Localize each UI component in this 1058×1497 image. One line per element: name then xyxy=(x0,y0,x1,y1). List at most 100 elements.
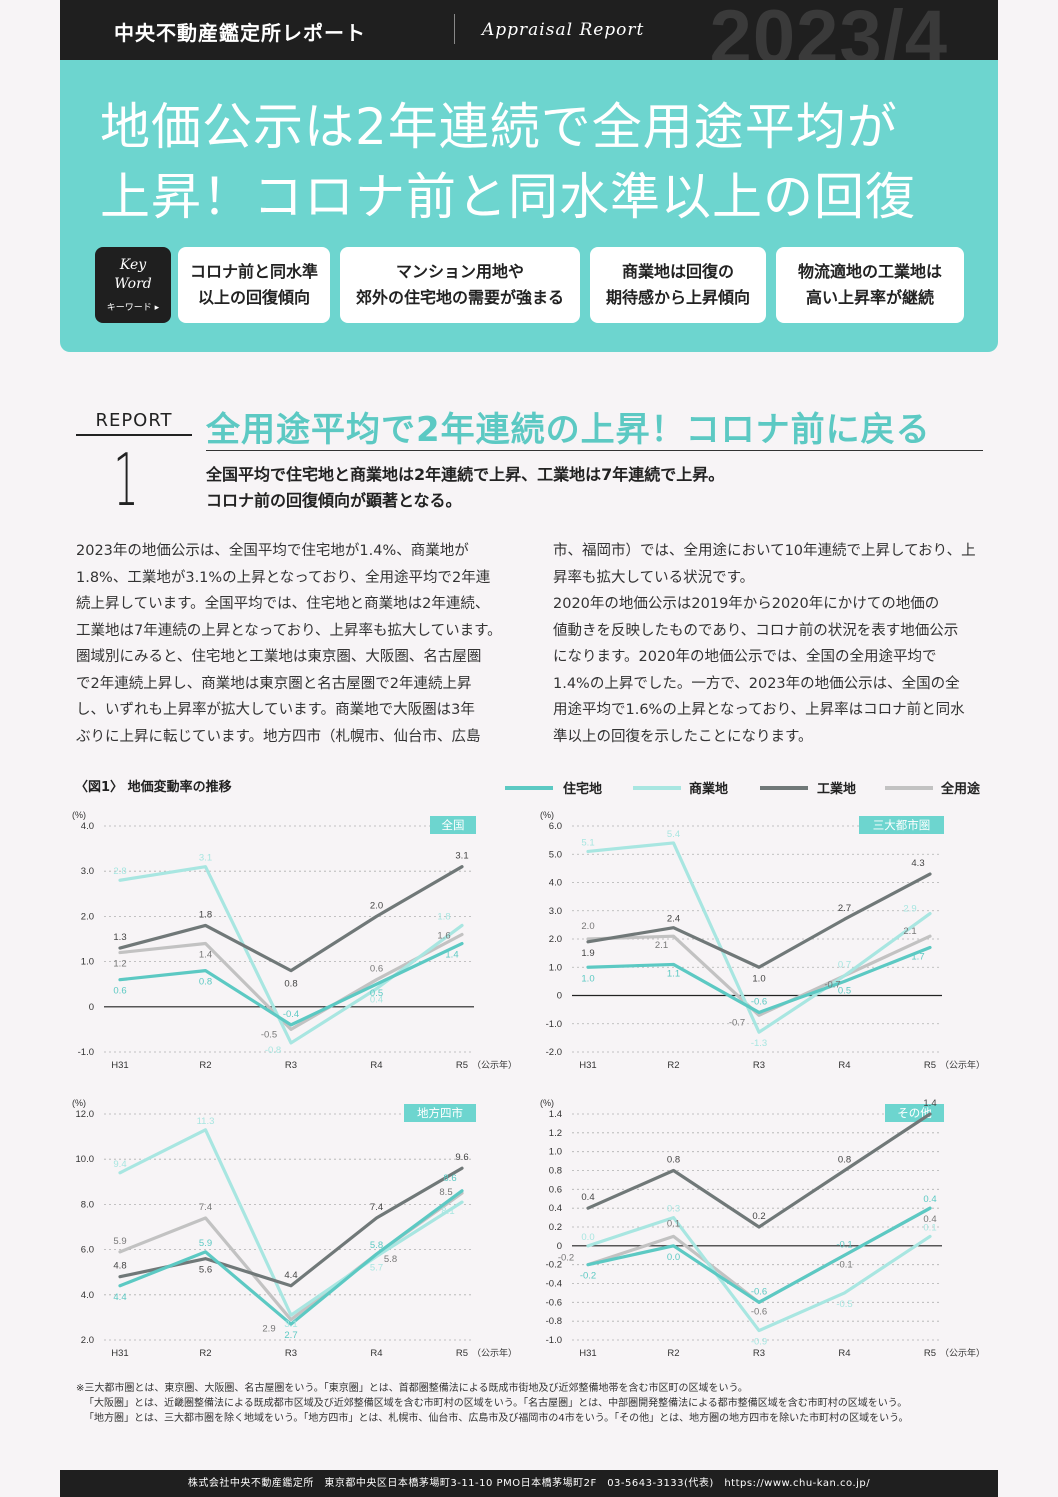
body-line: 市、福岡市）では、全用途において10年連続で上昇しており、上 xyxy=(553,543,976,559)
data-label-industrial: 3.1 xyxy=(455,851,468,862)
data-label-industrial: 0.8 xyxy=(284,979,297,990)
figure-title: 〈図1〉 地価変動率の推移 xyxy=(75,780,232,795)
y-tick-label: -1.0 xyxy=(546,1019,562,1030)
keyword-badge-line-2: Word xyxy=(114,276,152,292)
body-line: 値動きを反映したものであり、コロナ前の状況を表す地価公示 xyxy=(553,622,959,639)
data-label-industrial: 0.4 xyxy=(581,1192,594,1203)
x-tick-label: R2 xyxy=(667,1060,679,1071)
body-line: 2023年の地価公示は、全国平均で住宅地が1.4%、商業地が xyxy=(76,543,469,559)
series-line-residential xyxy=(586,1206,932,1304)
data-label-industrial: 4.8 xyxy=(113,1261,126,1272)
y-tick-label: -1.0 xyxy=(78,1047,94,1058)
series-line-all-use xyxy=(118,932,464,1031)
y-tick-label: 10.0 xyxy=(76,1154,95,1165)
data-label-residential: 5.8 xyxy=(370,1240,383,1251)
data-label-residential: -0.2 xyxy=(580,1271,596,1282)
data-label-all-use: 2.1 xyxy=(903,926,916,937)
series-line-commercial xyxy=(118,865,464,1045)
footnote-line: 「地方圏」とは、三大都市圏を除く地域をいう。「地方四市」とは、札幌市、仙台市、広… xyxy=(84,1413,909,1424)
report-title: 全用途平均で2年連続の上昇！コロナ前に戻る xyxy=(206,410,931,450)
body-line: し、いずれも上昇率が拡大しています。商業地で大阪圏は3年 xyxy=(76,702,475,718)
data-label-residential: 0.5 xyxy=(838,985,851,996)
x-tick-label: R5 xyxy=(456,1348,468,1359)
keyword-badge-line-1: Key xyxy=(119,257,147,273)
y-tick-label: 1.0 xyxy=(81,957,94,968)
series-line-residential xyxy=(118,941,464,1027)
report-number: 1 xyxy=(113,438,139,522)
x-tick-label: H31 xyxy=(579,1348,596,1359)
data-label-all-use: 8.5 xyxy=(439,1187,452,1198)
y-tick-label: 2.0 xyxy=(549,934,562,945)
data-label-commercial: 5.7 xyxy=(370,1262,383,1273)
data-label-commercial: -0.5 xyxy=(836,1299,852,1310)
chart-title: 三大都市圏 xyxy=(873,818,931,832)
data-label-all-use: 2.1 xyxy=(655,940,668,951)
y-tick-label: 3.0 xyxy=(81,866,94,877)
data-label-all-use: 0.4 xyxy=(923,1214,936,1225)
body-column-right: 市、福岡市）では、全用途において10年連続で上昇しており、上 昇率も拡大している… xyxy=(553,538,993,750)
data-label-industrial: 1.0 xyxy=(752,973,765,984)
data-label-residential: 1.7 xyxy=(911,951,924,962)
chart-title-tag xyxy=(404,1104,476,1122)
footnote-line: ※三大都市圏とは、東京圏、大阪圏、名古屋圏をいう。「東京圏」とは、首都圏整備法に… xyxy=(76,1383,748,1394)
data-label-residential: 4.4 xyxy=(113,1292,126,1303)
chart-svg: (%)4.0 3.0 2.0 1.0 0 -1.0 H31 R2 R3 R4 R5 （公示年） 全国 0.… xyxy=(72,810,517,1071)
footnote-line: 「大阪圏」とは、近畿圏整備法による既成都市区域及び近郊整備区域を含む市町村の区域… xyxy=(84,1398,908,1409)
body-line: 1.8%、工業地が3.1%の上昇となっており、全用途平均で2年連 xyxy=(76,569,491,586)
y-tick-label: 0 xyxy=(557,1241,562,1252)
keyword-card-1: コロナ前と同水準 以上の回復傾向 xyxy=(178,247,330,323)
x-tick-label: R4 xyxy=(838,1060,850,1071)
y-tick-label: -1.0 xyxy=(546,1335,562,1346)
data-label-all-use: 5.8 xyxy=(384,1254,397,1265)
y-tick-label: 5.0 xyxy=(549,849,562,860)
data-label-residential: 5.9 xyxy=(199,1238,212,1249)
data-label-industrial: 5.6 xyxy=(199,1265,212,1276)
x-axis-suffix: （公示年） xyxy=(940,1347,985,1359)
body-line: になります。2020年の地価公示では、全国の全用途平均で xyxy=(553,649,937,665)
y-tick-label: 4.0 xyxy=(81,1290,94,1301)
chart-title-tag xyxy=(859,816,944,834)
body-line: 圏域別にみると、住宅地と工業地は東京圏、大阪圏、名古屋圏 xyxy=(76,649,482,665)
y-tick-label: -2.0 xyxy=(546,1047,562,1058)
data-label-residential: 8.6 xyxy=(443,1173,456,1184)
y-tick-label: 8.0 xyxy=(81,1199,94,1210)
report-title-rule xyxy=(206,450,983,451)
y-tick-label: -0.4 xyxy=(546,1279,562,1290)
x-tick-label: R3 xyxy=(753,1060,765,1071)
series-line-all-use xyxy=(118,1191,464,1322)
keyword-text: 物流適地の工業地は xyxy=(797,262,942,281)
data-label-all-use: -0.5 xyxy=(261,1029,277,1040)
report-label: REPORT xyxy=(95,410,173,431)
y-tick-label: 2.0 xyxy=(81,1335,94,1346)
x-tick-label: R2 xyxy=(199,1348,211,1359)
report-summary-line: コロナ前の回復傾向が顕著となる。 xyxy=(206,491,462,510)
data-label-residential: 1.1 xyxy=(667,968,680,979)
series-line-commercial xyxy=(586,1215,932,1333)
x-tick-label: H31 xyxy=(111,1060,128,1071)
data-label-industrial: 2.7 xyxy=(838,903,851,914)
x-tick-label: H31 xyxy=(579,1060,596,1071)
keyword-card-4: 物流適地の工業地は 高い上昇率が継続 xyxy=(776,247,964,323)
chart-nationwide: (%) 4.0 3.0 2.0 1.0 0 -1.0 H31 R2 R3 R4 R5 （公示年） 全国 0.… xyxy=(64,806,517,1076)
data-label-industrial: 7.4 xyxy=(370,1202,383,1213)
chart-title-tag xyxy=(430,816,476,834)
y-tick-label: 3.0 xyxy=(549,906,562,917)
keyword-text: 期待感から上昇傾向 xyxy=(605,288,750,307)
data-label-residential: -0.6 xyxy=(751,1286,767,1297)
y-tick-label: 4.0 xyxy=(81,821,94,832)
body-line: 準以上の回復を示したことになります。 xyxy=(553,728,813,745)
data-label-all-use: -0.7 xyxy=(824,980,840,991)
body-line: 続上昇しています。全国平均では、住宅地と商業地は2年連続、 xyxy=(76,596,490,612)
chart-three-metro-areas: (%) 6.0 5.0 4.0 3.0 2.0 1.0 0 -1.0 -2.0 H31 R2 R3 R4 R… xyxy=(532,806,985,1076)
data-label-all-use: -0.1 xyxy=(836,1259,852,1270)
report-summary-line: 全国平均で住宅地と商業地は2年連続で上昇、工業地は7年連続で上昇。 xyxy=(206,465,725,484)
data-label-all-use: 2.9 xyxy=(262,1324,275,1335)
data-label-commercial: 2.8 xyxy=(113,866,126,877)
data-label-all-use: 2.0 xyxy=(581,921,594,932)
data-label-industrial: 1.4 xyxy=(923,1098,936,1109)
y-tick-label: 1.2 xyxy=(549,1128,562,1139)
x-tick-label: R3 xyxy=(285,1348,297,1359)
chart-svg: (%)6.0 5.0 4.0 3.0 2.0 1.0 0 -1.0 -2.0 H31 R2 R3 R4 R… xyxy=(540,810,985,1071)
keyword-text: 商業地は回復の xyxy=(621,262,734,281)
data-label-residential: 1.4 xyxy=(445,950,458,961)
